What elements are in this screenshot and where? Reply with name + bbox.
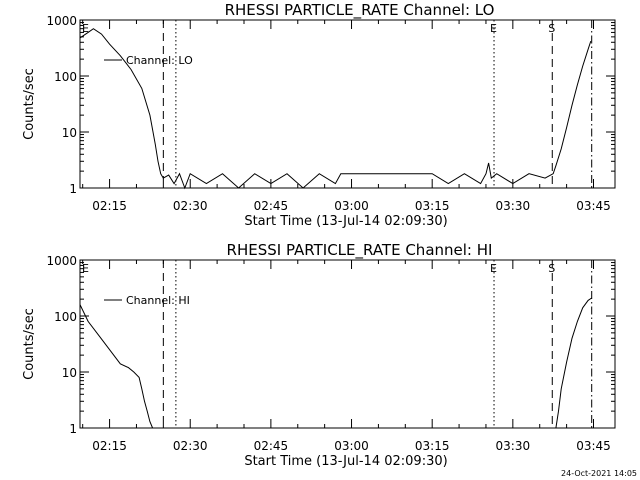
legend-label: Channel: HI [126,294,190,307]
y-axis-label: Counts/sec [22,308,37,380]
x-tick-label: 03:15 [415,439,450,453]
time-marker-label: E [82,22,89,35]
time-marker-label: E [490,262,497,275]
y-tick-label: 100 [54,70,77,84]
chart-title: RHESSI PARTICLE_RATE Channel: HI [227,241,493,260]
footer-date: 24-Oct-2021 14:05 [561,469,637,478]
y-tick-label: 10 [62,126,77,140]
time-marker-label: S [548,262,555,275]
y-tick-label: 1 [69,182,77,196]
x-axis-label: Start Time (13-Jul-14 02:09:30) [244,454,447,469]
x-tick-label: 02:15 [92,439,127,453]
x-tick-label: 02:15 [92,199,127,213]
y-tick-label: 100 [54,310,77,324]
series-line [555,297,592,429]
time-marker-label: S [548,22,555,35]
y-tick-label: 1000 [46,254,77,268]
chart-title: RHESSI PARTICLE_RATE Channel: LO [225,1,495,20]
x-tick-label: 03:45 [576,439,611,453]
x-axis-label: Start Time (13-Jul-14 02:09:30) [244,214,447,229]
x-tick-label: 02:30 [173,439,208,453]
x-tick-label: 03:00 [334,439,369,453]
x-tick-label: 03:30 [496,199,531,213]
panel-hi: RHESSI PARTICLE_RATE Channel: HI Start T… [22,241,616,469]
time-marker-label: E [82,262,89,275]
x-tick-label: 02:45 [254,439,289,453]
y-tick-label: 1 [69,422,77,436]
plot-frame [79,259,616,429]
series-line [79,304,154,429]
x-tick-label: 03:15 [415,199,450,213]
x-tick-label: 02:30 [173,199,208,213]
panel-lo: RHESSI PARTICLE_RATE Channel: LO Start T… [22,1,616,229]
y-tick-label: 10 [62,366,77,380]
x-tick-label: 02:45 [254,199,289,213]
series-line [79,28,592,190]
x-tick-label: 03:30 [496,439,531,453]
time-marker-label: E [490,22,497,35]
x-tick-label: 03:45 [576,199,611,213]
y-tick-label: 1000 [46,14,77,28]
legend-label: Channel: LO [126,54,193,67]
x-tick-label: 03:00 [334,199,369,213]
plot-frame [79,19,616,189]
y-axis-label: Counts/sec [22,68,37,140]
